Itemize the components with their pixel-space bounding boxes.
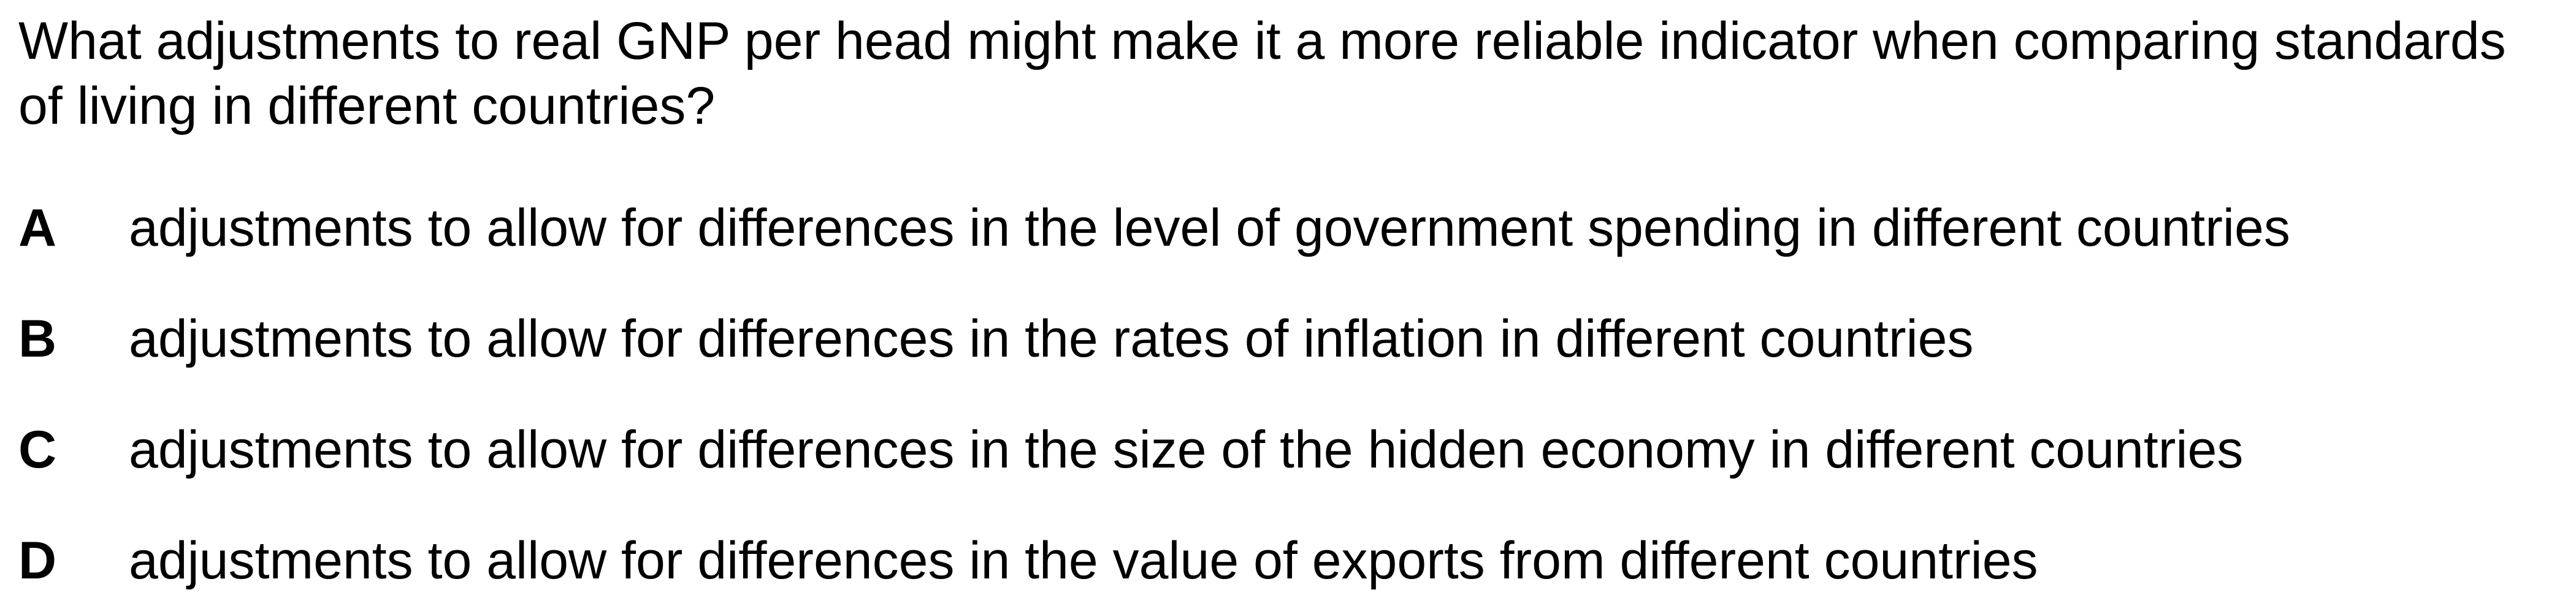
option-letter: D: [18, 531, 57, 590]
option-text: adjustments to allow for differences in …: [129, 420, 2244, 479]
option-letter: B: [18, 309, 57, 368]
option-text: adjustments to allow for differences in …: [129, 531, 2038, 590]
option-a[interactable]: A adjustments to allow for differences i…: [18, 194, 2557, 262]
option-letter: A: [18, 199, 57, 257]
option-letter: C: [18, 420, 57, 479]
option-d[interactable]: D adjustments to allow for differences i…: [18, 527, 2557, 594]
option-b[interactable]: B adjustments to allow for differences i…: [18, 305, 2557, 373]
option-text: adjustments to allow for differences in …: [129, 199, 2290, 257]
question-text: What adjustments to real GNP per head mi…: [18, 12, 2506, 135]
option-text: adjustments to allow for differences in …: [129, 309, 1974, 368]
option-c[interactable]: C adjustments to allow for differences i…: [18, 416, 2557, 483]
